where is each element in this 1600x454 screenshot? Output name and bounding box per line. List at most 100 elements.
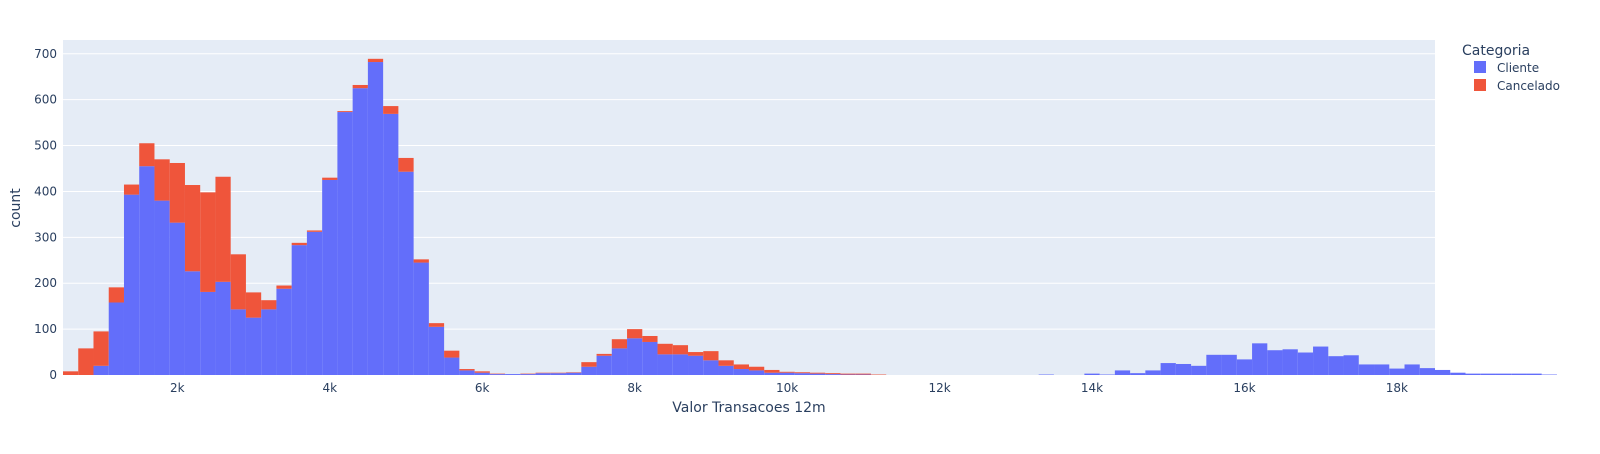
bar-cancelado[interactable] [184, 185, 201, 272]
bar-cliente[interactable] [1511, 373, 1527, 375]
bar-cliente[interactable] [93, 365, 109, 375]
bar-cancelado[interactable] [123, 184, 140, 195]
legend-item-cancelado[interactable]: Cancelado [1474, 79, 1560, 93]
bar-cliente[interactable] [1145, 370, 1161, 375]
bar-cliente[interactable] [1114, 370, 1131, 375]
bar-cliente[interactable] [200, 291, 216, 375]
bar-cliente[interactable] [444, 357, 460, 375]
bar-cliente[interactable] [1480, 373, 1496, 375]
bar-cancelado[interactable] [230, 254, 246, 310]
bar-cliente[interactable] [627, 338, 643, 375]
bar-cliente[interactable] [1206, 354, 1222, 375]
bar-cliente[interactable] [1374, 364, 1390, 375]
bar-cliente[interactable] [688, 355, 704, 375]
bar-cliente[interactable] [1465, 373, 1481, 375]
bar-cancelado[interactable] [322, 177, 338, 180]
bar-cliente[interactable] [1313, 346, 1329, 375]
bar-cancelado[interactable] [398, 157, 414, 172]
bar-cancelado[interactable] [672, 345, 689, 355]
bar-cancelado[interactable] [63, 371, 79, 375]
bar-cliente[interactable] [428, 326, 445, 375]
bar-cancelado[interactable] [78, 348, 94, 375]
bar-cliente[interactable] [657, 354, 673, 375]
bar-cancelado[interactable] [855, 373, 871, 375]
bar-cliente[interactable] [337, 112, 353, 375]
bar-cliente[interactable] [123, 194, 140, 375]
bar-cliente[interactable] [184, 271, 201, 375]
bar-cliente[interactable] [794, 373, 810, 375]
bar-cliente[interactable] [398, 171, 414, 375]
bar-cliente[interactable] [276, 288, 292, 375]
bar-cliente[interactable] [1435, 369, 1451, 375]
bar-cancelado[interactable] [337, 111, 353, 113]
bar-cancelado[interactable] [276, 285, 292, 289]
bar-cliente[interactable] [489, 374, 506, 375]
bar-cliente[interactable] [566, 372, 582, 375]
bar-cancelado[interactable] [306, 230, 323, 232]
bar-cliente[interactable] [535, 373, 551, 375]
bar-cliente[interactable] [505, 374, 521, 375]
bar-cliente[interactable] [1404, 364, 1420, 375]
bar-cliente[interactable] [764, 372, 780, 375]
bar-cliente[interactable] [1130, 373, 1146, 375]
bar-cancelado[interactable] [108, 287, 124, 303]
bar-cliente[interactable] [1450, 372, 1466, 375]
bar-cancelado[interactable] [428, 323, 445, 327]
bar-cancelado[interactable] [200, 192, 216, 292]
bar-cancelado[interactable] [794, 372, 810, 374]
bar-cancelado[interactable] [611, 339, 628, 349]
legend-item-cliente[interactable]: Cliente [1474, 61, 1539, 75]
bar-cancelado[interactable] [688, 352, 704, 356]
bar-cliente[interactable] [367, 62, 384, 375]
bar-cancelado[interactable] [642, 335, 658, 342]
bar-cliente[interactable] [611, 348, 628, 375]
bar-cliente[interactable] [1252, 343, 1268, 375]
bar-cliente[interactable] [672, 354, 689, 375]
bar-cancelado[interactable] [245, 292, 262, 318]
bar-cliente[interactable] [596, 355, 612, 375]
bar-cancelado[interactable] [139, 143, 155, 167]
bar-cliente[interactable] [1419, 368, 1435, 375]
bar-cliente[interactable] [459, 370, 475, 375]
bar-cliente[interactable] [1297, 352, 1314, 375]
bar-cliente[interactable] [215, 281, 231, 375]
bar-cliente[interactable] [809, 373, 826, 375]
bar-cancelado[interactable] [840, 373, 856, 375]
bar-cancelado[interactable] [718, 360, 734, 366]
bar-cliente[interactable] [1191, 365, 1207, 375]
bar-cliente[interactable] [718, 365, 734, 375]
bar-cancelado[interactable] [703, 351, 719, 361]
bar-cancelado[interactable] [154, 159, 170, 201]
bar-cancelado[interactable] [444, 350, 460, 358]
bar-cliente[interactable] [383, 113, 399, 376]
bar-cliente[interactable] [139, 166, 155, 375]
bar-cancelado[interactable] [93, 331, 109, 366]
bar-cancelado[interactable] [291, 242, 307, 246]
bar-cliente[interactable] [779, 372, 795, 375]
bar-cliente[interactable] [322, 179, 338, 375]
bar-cancelado[interactable] [367, 58, 384, 63]
bar-cancelado[interactable] [261, 300, 277, 310]
bar-cliente[interactable] [642, 341, 658, 375]
bar-cliente[interactable] [550, 373, 567, 375]
bar-cancelado[interactable] [825, 373, 841, 375]
bar-cliente[interactable] [413, 262, 429, 375]
bar-cliente[interactable] [1526, 373, 1542, 375]
bar-cliente[interactable] [749, 370, 765, 375]
bar-cliente[interactable] [1160, 363, 1176, 375]
bar-cliente[interactable] [581, 366, 597, 375]
bar-cliente[interactable] [108, 302, 124, 375]
bar-cancelado[interactable] [383, 106, 399, 114]
bar-cancelado[interactable] [215, 176, 231, 282]
bar-cliente[interactable] [703, 360, 719, 375]
bar-cliente[interactable] [1495, 373, 1512, 375]
bar-cliente[interactable] [291, 245, 307, 375]
bar-cancelado[interactable] [413, 259, 429, 263]
bar-cliente[interactable] [352, 88, 368, 375]
bar-cancelado[interactable] [657, 343, 673, 355]
bar-cliente[interactable] [261, 309, 277, 375]
bar-cancelado[interactable] [733, 364, 749, 370]
bar-cancelado[interactable] [596, 353, 612, 356]
bar-cancelado[interactable] [352, 84, 368, 89]
bar-cancelado[interactable] [581, 362, 597, 367]
